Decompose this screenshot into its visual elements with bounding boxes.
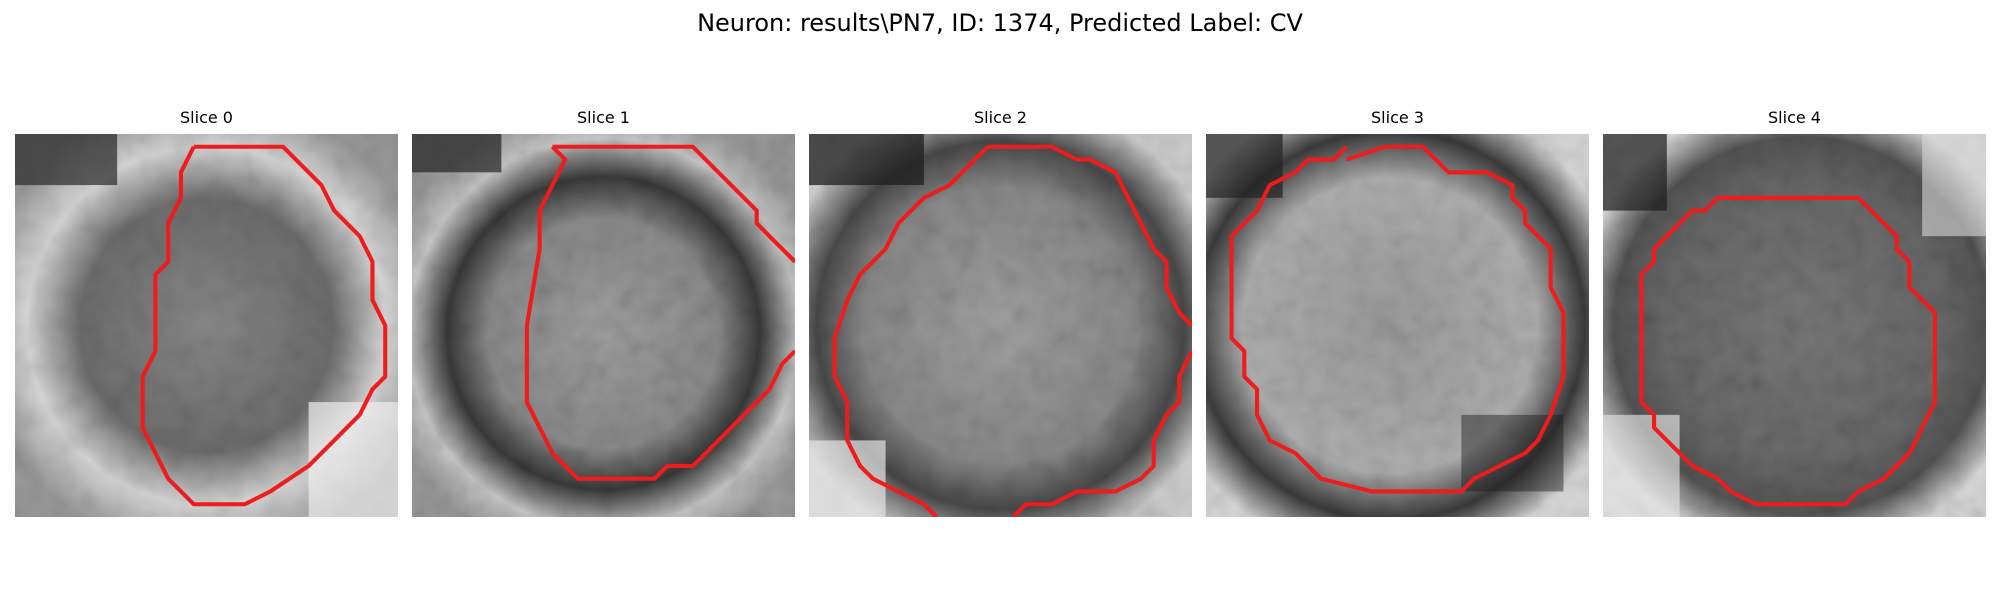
slice-image-1 <box>412 134 795 517</box>
contour-line-2c <box>832 145 990 517</box>
slice-image-4 <box>1603 134 1986 517</box>
slice-image-3 <box>1206 134 1589 517</box>
slice-title-4: Slice 4 <box>1768 108 1821 127</box>
slice-title-1: Slice 1 <box>577 108 630 127</box>
slice-title-3: Slice 3 <box>1371 108 1424 127</box>
slice-panel-0: Slice 0 <box>15 108 398 517</box>
contour-line-3 <box>1229 144 1566 494</box>
contour-line-2 <box>987 144 1192 327</box>
contour-line-1b <box>524 145 795 481</box>
contour-line-0 <box>140 144 388 507</box>
slice-panel-3: Slice 3 <box>1206 108 1589 517</box>
slice-title-2: Slice 2 <box>974 108 1027 127</box>
slice-panel-2: Slice 2 <box>809 108 1192 517</box>
slice-image-2 <box>809 134 1192 517</box>
slice-title-0: Slice 0 <box>180 108 233 127</box>
figure-title: Neuron: results\PN7, ID: 1374, Predicted… <box>697 9 1303 37</box>
contour-line-1 <box>552 144 795 264</box>
slice-panel-1: Slice 1 <box>412 108 795 517</box>
contour-line-2b <box>1011 350 1192 517</box>
slice-panel-4: Slice 4 <box>1603 108 1986 517</box>
contour-line-4 <box>1639 195 1937 507</box>
slice-image-0 <box>15 134 398 517</box>
